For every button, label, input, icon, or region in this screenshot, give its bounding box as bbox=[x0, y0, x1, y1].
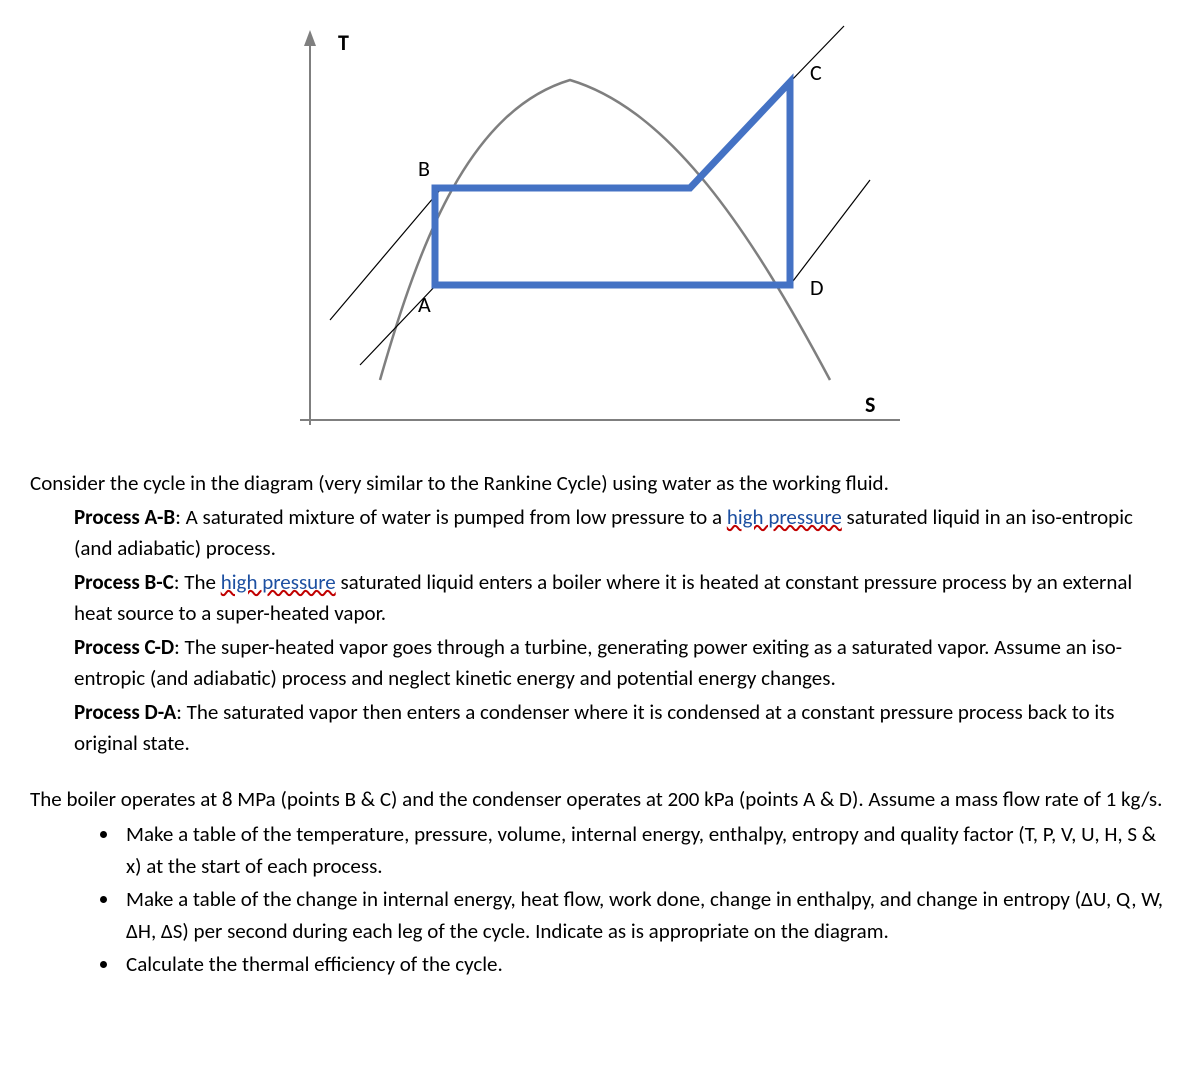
task-item-2: Make a table of the change in internal e… bbox=[120, 884, 1170, 947]
process-bc: Process B-C: The high pressure saturated… bbox=[74, 567, 1170, 630]
wavy-high-pressure-2: high pressure bbox=[221, 569, 336, 595]
task-list: Make a table of the temperature, pressur… bbox=[30, 819, 1170, 981]
process-cd: Process C-D: The super-heated vapor goes… bbox=[74, 632, 1170, 695]
point-label-d: D bbox=[810, 274, 824, 301]
page: T S A B C D Consider the cycle in the di… bbox=[0, 0, 1200, 1069]
process-da: Process D-A: The saturated vapor then en… bbox=[74, 697, 1170, 760]
point-label-c: C bbox=[810, 59, 822, 86]
process-da-label: Process D-A bbox=[74, 699, 176, 725]
process-bc-label: Process B-C bbox=[74, 569, 174, 595]
conditions: The boiler operates at 8 MPa (points B &… bbox=[30, 784, 1170, 816]
isobar-high bbox=[330, 26, 844, 320]
saturation-dome bbox=[380, 80, 830, 380]
point-label-a: A bbox=[418, 291, 431, 318]
process-ab: Process A-B: A saturated mixture of wate… bbox=[74, 502, 1170, 565]
y-axis-label: T bbox=[338, 29, 349, 56]
process-cd-label: Process C-D bbox=[74, 634, 174, 660]
problem-text: Consider the cycle in the diagram (very … bbox=[30, 468, 1170, 981]
task-item-3: Calculate the thermal efficiency of the … bbox=[120, 949, 1170, 981]
ts-diagram: T S A B C D bbox=[270, 20, 930, 440]
axes bbox=[300, 30, 900, 425]
process-descriptions: Process A-B: A saturated mixture of wate… bbox=[30, 502, 1170, 760]
diagram-container: T S A B C D bbox=[30, 20, 1170, 440]
task-item-1: Make a table of the temperature, pressur… bbox=[120, 819, 1170, 882]
intro-line: Consider the cycle in the diagram (very … bbox=[30, 468, 1170, 500]
process-ab-label: Process A-B bbox=[74, 504, 175, 530]
point-label-b: B bbox=[418, 155, 430, 182]
wavy-high-pressure-1: high pressure bbox=[727, 504, 842, 530]
x-axis-label: S bbox=[865, 391, 875, 418]
cycle-path bbox=[435, 82, 790, 285]
